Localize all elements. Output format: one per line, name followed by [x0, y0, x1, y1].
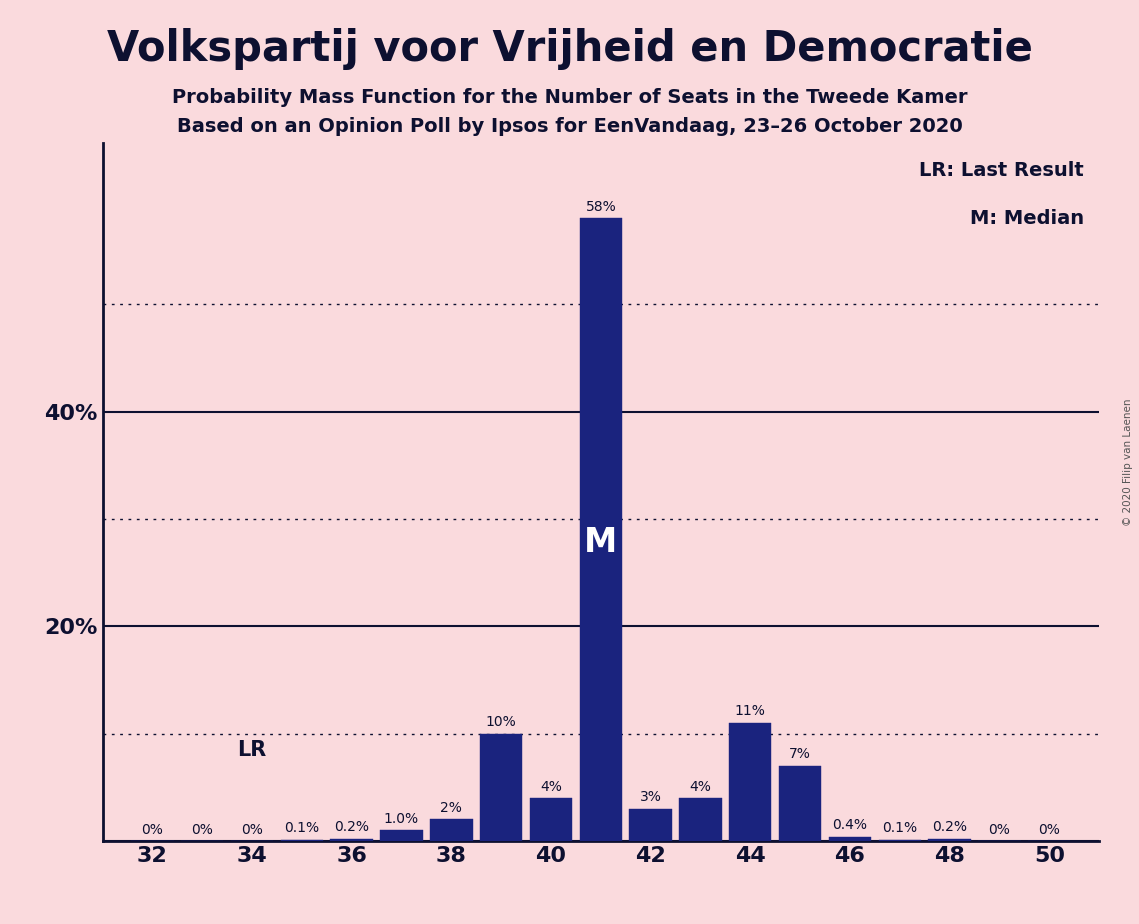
- Text: 0.4%: 0.4%: [833, 819, 868, 833]
- Text: 3%: 3%: [640, 790, 662, 805]
- Text: 0.1%: 0.1%: [285, 821, 319, 835]
- Bar: [480, 734, 523, 841]
- Text: LR: LR: [237, 739, 267, 760]
- Bar: [729, 723, 771, 841]
- Text: LR: Last Result: LR: Last Result: [919, 161, 1084, 179]
- Text: M: M: [584, 526, 617, 558]
- Text: © 2020 Filip van Laenen: © 2020 Filip van Laenen: [1123, 398, 1133, 526]
- Bar: [679, 798, 722, 841]
- Bar: [380, 830, 423, 841]
- Bar: [280, 840, 323, 841]
- Text: 10%: 10%: [486, 715, 516, 729]
- Text: 0%: 0%: [1039, 822, 1060, 836]
- Text: 0.2%: 0.2%: [932, 821, 967, 834]
- Bar: [928, 839, 970, 841]
- Text: 4%: 4%: [689, 780, 712, 794]
- Text: Probability Mass Function for the Number of Seats in the Tweede Kamer: Probability Mass Function for the Number…: [172, 88, 967, 107]
- Text: 58%: 58%: [585, 201, 616, 214]
- Text: M: Median: M: Median: [970, 210, 1084, 228]
- Text: 4%: 4%: [540, 780, 562, 794]
- Text: 0%: 0%: [989, 822, 1010, 836]
- Bar: [580, 218, 622, 841]
- Bar: [779, 766, 821, 841]
- Text: Volkspartij voor Vrijheid en Democratie: Volkspartij voor Vrijheid en Democratie: [107, 28, 1032, 69]
- Bar: [330, 839, 372, 841]
- Text: 1.0%: 1.0%: [384, 812, 419, 826]
- Text: 2%: 2%: [441, 801, 462, 815]
- Text: 0%: 0%: [241, 822, 263, 836]
- Text: 11%: 11%: [735, 704, 765, 719]
- Text: 0.1%: 0.1%: [883, 821, 917, 835]
- Text: Based on an Opinion Poll by Ipsos for EenVandaag, 23–26 October 2020: Based on an Opinion Poll by Ipsos for Ee…: [177, 117, 962, 137]
- Text: 0%: 0%: [191, 822, 213, 836]
- Text: 0%: 0%: [141, 822, 163, 836]
- Bar: [829, 836, 871, 841]
- Bar: [431, 820, 473, 841]
- Bar: [530, 798, 572, 841]
- Text: 7%: 7%: [789, 748, 811, 761]
- Bar: [878, 840, 921, 841]
- Text: 0.2%: 0.2%: [334, 821, 369, 834]
- Bar: [630, 808, 672, 841]
